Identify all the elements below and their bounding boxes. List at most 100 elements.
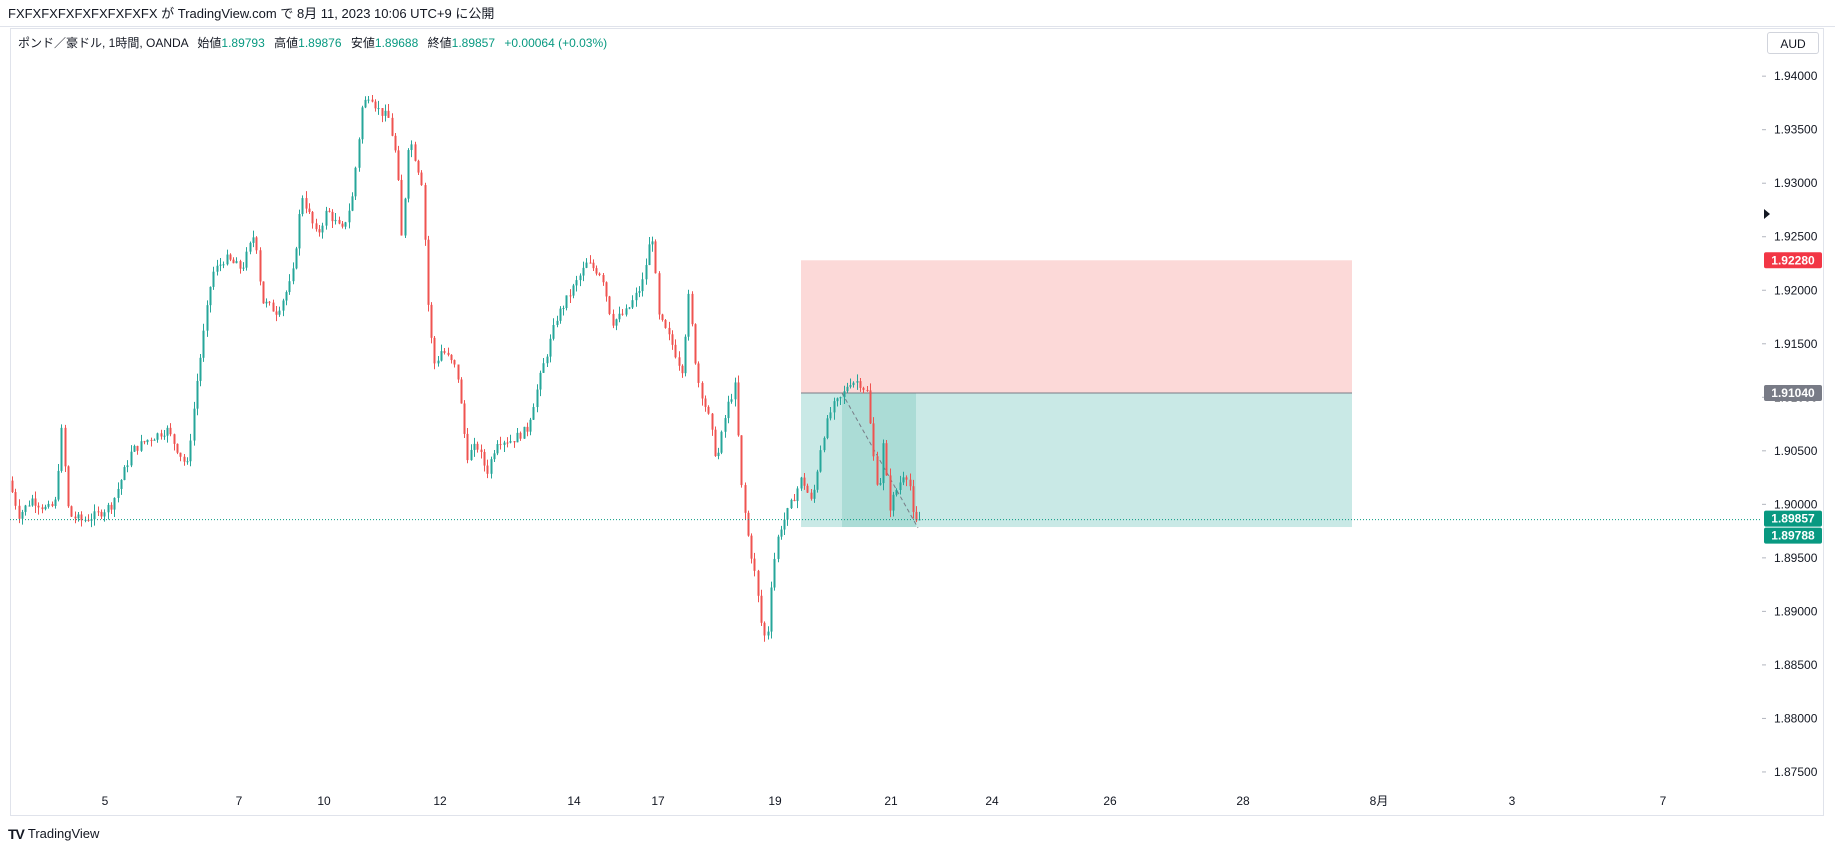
legend-close-label: 終値: [427, 36, 452, 50]
candle-body: [103, 512, 106, 517]
candle-body: [740, 435, 743, 486]
candle-body: [506, 442, 509, 444]
candle-body: [819, 450, 822, 472]
time-tick-label: 8月: [1370, 794, 1389, 808]
candle-body: [143, 441, 146, 443]
stop-price-badge-bg: [1764, 252, 1822, 269]
candle-body: [674, 344, 677, 358]
currency-button[interactable]: AUD: [1767, 32, 1819, 54]
candle-body: [285, 292, 288, 301]
candle-body: [519, 432, 522, 439]
candle-body: [631, 300, 634, 308]
candle-body: [242, 267, 245, 269]
candle-body: [67, 466, 70, 507]
candle-body: [189, 440, 192, 462]
price-tick-label: 1.88500: [1774, 658, 1818, 672]
candle-body: [153, 439, 156, 441]
candle-body: [424, 185, 427, 240]
candle-body: [503, 442, 506, 445]
candle-body: [212, 271, 215, 287]
position-path-line: [841, 392, 919, 529]
candle-body: [536, 389, 539, 408]
candle-body: [394, 135, 397, 151]
candle-body: [542, 363, 545, 373]
candle-body: [348, 210, 351, 223]
candle-body: [806, 485, 809, 493]
candle-body: [899, 482, 902, 490]
chart-legend: ポンド／豪ドル, 1時間, OANDA 始値1.89793 高値1.89876 …: [18, 34, 607, 51]
candle-body: [598, 273, 601, 276]
candle-body: [499, 444, 502, 446]
candle-body: [126, 465, 129, 468]
candle-body: [526, 426, 529, 432]
candle-body: [846, 386, 849, 392]
candle-body: [744, 485, 747, 513]
candle-body: [909, 479, 912, 487]
time-tick-label: 26: [1103, 794, 1117, 808]
candle-body: [876, 456, 879, 485]
candle-body: [773, 558, 776, 588]
stop-loss-zone[interactable]: [801, 260, 1352, 394]
candle-body: [621, 313, 624, 315]
candle-body: [866, 389, 869, 391]
candle-body: [496, 444, 499, 454]
time-tick-label: 24: [985, 794, 999, 808]
candle-body: [232, 259, 235, 264]
candle-body: [694, 324, 697, 364]
candle-body: [305, 198, 308, 209]
candle-body: [651, 241, 654, 245]
position-zones: [801, 260, 1352, 529]
candle-body: [292, 268, 295, 282]
candle-body: [367, 99, 370, 101]
candle-body: [252, 237, 255, 243]
candle-body: [770, 587, 773, 632]
candle-body: [635, 292, 638, 301]
candle-body: [80, 514, 83, 521]
elapsed-zone: [842, 393, 916, 528]
time-tick-label: 5: [102, 794, 109, 808]
candle-body: [397, 150, 400, 180]
candle-body: [654, 241, 657, 274]
candle-body: [486, 465, 489, 474]
candle-body: [612, 313, 615, 326]
current-price-badge: 1.89857: [1771, 512, 1815, 526]
candle-body: [628, 307, 631, 309]
candle-body: [641, 279, 644, 292]
candle-body: [572, 285, 575, 296]
price-badges: 1.92280 1.91040 1.89857 1.89788: [1764, 252, 1822, 544]
target-price-badge-bg: [1764, 527, 1822, 544]
footer-brand[interactable]: TV TradingView: [8, 822, 99, 846]
candle-body: [589, 262, 592, 264]
candle-body: [829, 412, 832, 419]
candle-body: [889, 475, 892, 511]
candle-body: [47, 503, 50, 507]
candle-body: [509, 441, 512, 443]
time-tick-label: 14: [567, 794, 581, 808]
candle-body: [136, 445, 139, 451]
candle-body: [658, 273, 661, 315]
candle-body: [222, 264, 225, 266]
candle-body: [57, 470, 60, 500]
candle-body: [476, 443, 479, 450]
legend-close: 1.89857: [451, 36, 496, 50]
candle-body: [513, 441, 516, 443]
candle-body: [206, 305, 209, 331]
candle-body: [41, 507, 44, 510]
candle-body: [150, 439, 153, 441]
candle-body: [757, 570, 760, 596]
legend-symbol: ポンド／豪ドル, 1時間, OANDA: [18, 36, 189, 50]
candle-body: [443, 351, 446, 353]
candle-body: [51, 503, 54, 506]
candle-body: [565, 295, 568, 309]
candle-body: [833, 401, 836, 413]
candle-body: [133, 445, 136, 452]
candle-body: [595, 268, 598, 274]
candle-body: [691, 293, 694, 325]
candle-body: [720, 431, 723, 453]
candle-body: [420, 172, 423, 186]
candle-body: [130, 451, 133, 466]
candle-body: [44, 506, 47, 510]
candle-body: [579, 275, 582, 281]
candle-body: [638, 291, 641, 293]
